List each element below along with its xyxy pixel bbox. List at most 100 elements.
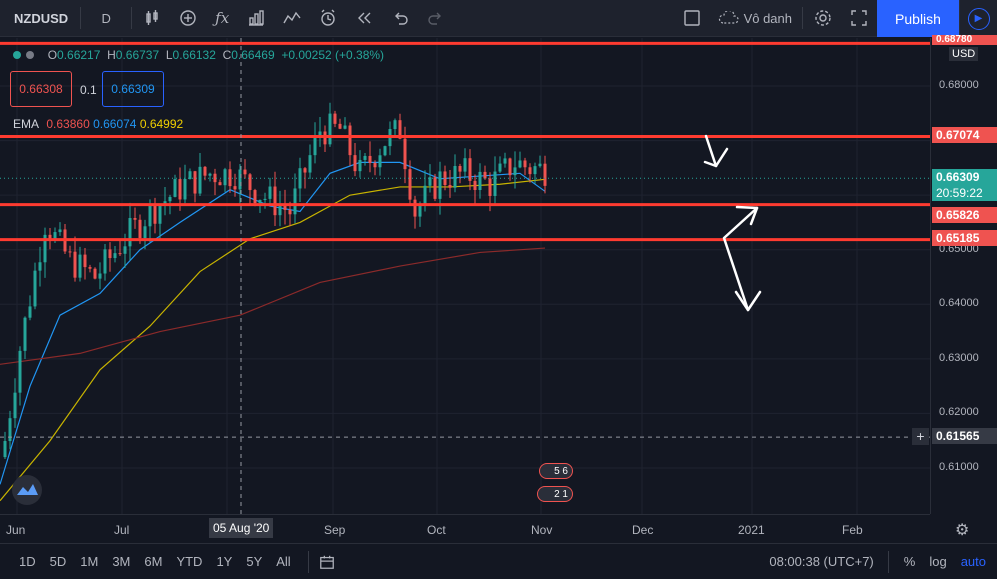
candle-body (123, 246, 127, 254)
settings-gear-icon[interactable] (805, 0, 841, 37)
ema-legend: EMA 0.63860 0.66074 0.64992 (13, 117, 183, 131)
candle-body (538, 163, 542, 167)
financials-icon[interactable] (238, 0, 274, 37)
candle-body (248, 174, 252, 191)
candle-body (213, 173, 217, 183)
percent-toggle[interactable]: % (903, 554, 916, 569)
add-crosshair-plus-icon[interactable]: + (912, 428, 929, 445)
undo-icon[interactable] (382, 0, 418, 37)
candle-body (113, 253, 117, 259)
event-count-2: 2 1 (554, 488, 568, 500)
buy-price: 0.66309 (111, 82, 155, 96)
price-label-last: 0.66309 (932, 169, 997, 185)
tradingview-logo-icon (12, 475, 42, 505)
replay-icon[interactable] (346, 0, 382, 37)
time-axis[interactable]: Jun Jul 05 Aug '20 Sep Oct Nov Dec 2021 … (0, 514, 930, 542)
candle-body (148, 203, 152, 227)
clock-time[interactable]: 08:00:38 (UTC+7) (769, 554, 874, 569)
divider (131, 7, 133, 29)
candle-body (423, 185, 427, 206)
candle-body (433, 177, 437, 199)
candle-body (403, 138, 407, 170)
goto-date-icon[interactable] (319, 554, 335, 570)
candle-type-icon[interactable] (134, 0, 170, 37)
alert-clock-icon[interactable] (310, 0, 346, 37)
indicators-fx-icon[interactable]: ƒx (206, 0, 238, 37)
layout-name: Vô danh (743, 10, 792, 26)
ema-line-yellow (0, 178, 546, 502)
range-3m[interactable]: 3M (112, 554, 131, 569)
sell-button[interactable]: 0.66308 (10, 71, 72, 107)
price-chart[interactable] (0, 38, 930, 514)
compare-plus-icon[interactable] (170, 0, 206, 37)
candle-body (523, 160, 527, 168)
range-ytd[interactable]: YTD (176, 554, 203, 569)
low-label: L (165, 48, 173, 62)
candle-body (308, 155, 312, 173)
candle-body (503, 158, 507, 164)
ohlc-legend: NZDUSD O0.66217 H0.66737 L0.66132 C0.664… (13, 48, 384, 62)
time-label: Jun (6, 523, 26, 537)
candle-body (158, 205, 162, 224)
candle-body (233, 186, 237, 190)
sell-price: 0.66308 (19, 82, 63, 96)
candle-body (453, 165, 457, 188)
time-label: Jul (114, 523, 130, 537)
candle-body (198, 166, 202, 194)
candle-body (3, 441, 7, 458)
interval-button[interactable]: D (101, 10, 111, 26)
change-value: +0.00252 (+0.38%) (281, 48, 385, 62)
event-badge-2[interactable]: 2 1 (537, 486, 573, 502)
axis-settings-gear-icon[interactable]: ⚙ (955, 522, 970, 539)
candle-body (368, 155, 372, 163)
range-6m[interactable]: 6M (144, 554, 163, 569)
legend-dot (26, 51, 35, 59)
ema-value-2: 0.66074 (93, 117, 137, 131)
ema-value-1: 0.63860 (46, 117, 90, 131)
auto-toggle[interactable]: auto (960, 554, 986, 569)
candle-body (208, 173, 212, 176)
range-1y[interactable]: 1Y (216, 554, 233, 569)
candle-body (188, 171, 192, 179)
price-axis[interactable]: USD 0.68000 0.65000 0.64000 0.63000 0.62… (930, 35, 997, 514)
time-label: Sep (324, 523, 346, 537)
layout-name-button[interactable]: Vô danh (710, 0, 800, 37)
templates-icon[interactable] (274, 0, 310, 37)
crosshair (0, 38, 930, 514)
candle-body (178, 179, 182, 200)
candle-body (253, 190, 257, 204)
candle-body (293, 188, 297, 215)
symbol-search[interactable]: NZDUSD (14, 10, 69, 26)
buy-button[interactable]: 0.66309 (102, 71, 164, 107)
range-5d[interactable]: 5D (49, 554, 67, 569)
candle-body (543, 163, 547, 186)
fullscreen-expand-icon[interactable] (841, 0, 877, 37)
candle-body (348, 125, 352, 156)
fullscreen-square-icon[interactable] (674, 0, 710, 37)
candle-body (303, 168, 307, 173)
range-5y[interactable]: 5Y (246, 554, 263, 569)
candle-body (58, 229, 62, 233)
play-button[interactable]: ▶ (959, 0, 997, 37)
event-badge-1[interactable]: 5 6 (539, 463, 573, 479)
redo-icon[interactable] (418, 0, 454, 37)
candle-body (53, 232, 57, 241)
candle-body (358, 159, 362, 172)
range-1m[interactable]: 1M (80, 554, 99, 569)
candle-body (283, 205, 287, 210)
candle-body (13, 392, 17, 419)
chart-grid (0, 38, 930, 514)
spread-value: 0.1 (80, 83, 97, 97)
bottom-toolbar: 1D 5D 1M 3M 6M YTD 1Y 5Y All 08:00:38 (U… (0, 543, 997, 579)
arrow-head (703, 147, 729, 168)
publish-button[interactable]: Publish (877, 0, 959, 37)
ema-label: EMA (13, 117, 40, 131)
candle-body (313, 135, 317, 156)
divider (307, 550, 309, 573)
candle-body (408, 169, 412, 200)
log-toggle[interactable]: log (929, 554, 947, 569)
range-1d[interactable]: 1D (19, 554, 36, 569)
price-label-crosshair: 0.61565 (932, 428, 997, 444)
range-all[interactable]: All (276, 554, 291, 569)
candle-body (218, 182, 222, 186)
